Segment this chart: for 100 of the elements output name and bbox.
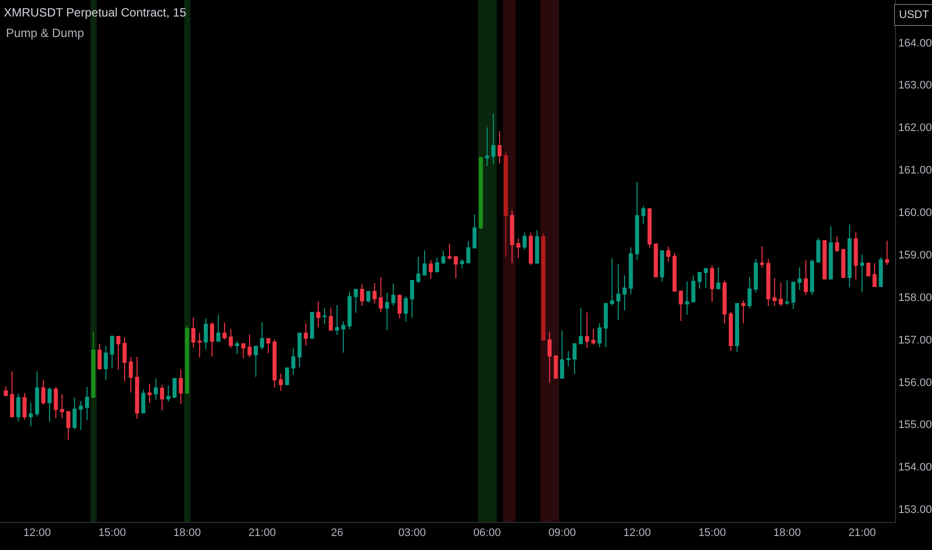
candlestick [628,246,633,295]
candlestick [666,246,670,262]
x-tick-label: 15:00 [698,527,726,540]
candlestick [410,280,414,318]
candlestick [104,345,108,380]
text: Pump & Dump [6,26,84,40]
candlestick [191,316,196,348]
candlestick [635,182,640,260]
candlestick [454,256,458,279]
candlestick [72,397,77,430]
x-tick-label: 21:00 [848,527,876,540]
candlestick [60,394,64,419]
candlestick [585,312,590,348]
candlestick [22,392,27,420]
candlestick [710,265,714,303]
candlestick [641,205,646,225]
candlestick [160,384,164,411]
candlestick [341,320,346,354]
candlestick [828,226,833,280]
candlestick [535,230,540,264]
candlestick [716,266,720,290]
candlestick [385,292,390,331]
candlestick [504,152,508,257]
candlestick [428,260,433,280]
candlestick [510,210,514,264]
y-tick-label: 157.00 [898,334,932,346]
candlestick [235,340,240,354]
candlestick [885,240,890,266]
candlestick [622,274,627,312]
candlestick [616,264,620,321]
candlestick [398,294,402,319]
candlestick [91,331,96,399]
candlestick [878,256,883,287]
candlestick [4,386,8,397]
candlestick [816,238,820,264]
candlestick [348,291,352,330]
candlestick [241,343,246,359]
candlestick [685,280,690,316]
y-tick-label: 164.00 [898,37,932,50]
candlestick [466,240,470,264]
candlestick [872,262,877,287]
candlestick [754,258,758,293]
candlestick [35,370,40,417]
candlestick [228,328,233,348]
candlestick [291,348,296,376]
candlestick [610,258,614,306]
candlestick [548,331,552,384]
candlestick [785,280,790,306]
candlestick [198,332,202,358]
candlestick [448,243,452,260]
x-tick-label: 12:00 [623,527,651,540]
candlestick [704,268,708,289]
candlestick [572,343,577,374]
x-tick-label: 09:00 [548,527,576,540]
candlestick [748,276,752,309]
candlestick [416,256,420,284]
candlestick [735,302,740,353]
y-tick-label: 155.00 [898,419,932,432]
candlestick [285,367,290,386]
x-tick-label: 06:00 [473,527,501,540]
candlestick [728,311,733,352]
candlestick [798,266,802,290]
candlestick [178,369,183,405]
candlestick [148,383,152,404]
candlestick [128,356,133,394]
candlestick [222,322,227,340]
candlestick [854,232,858,280]
y-tick-label: 163.00 [898,80,932,92]
candlestick [860,254,864,293]
candlestick [485,126,490,166]
candlestick [135,356,140,420]
candlestick [660,250,664,282]
candlestick [172,378,177,398]
candlestick [460,258,464,269]
candlestick [691,274,696,303]
candlestick [778,282,783,306]
candlestick [378,276,383,313]
candlestick [441,250,446,264]
candlestick [848,224,852,288]
y-tick-label: 160.00 [898,207,932,220]
candlestick [354,288,358,314]
x-tick-label: 18:00 [173,527,201,540]
candlestick [422,250,427,276]
text: XMRUSDT Perpetual Contract, 15 [4,6,187,20]
candlestick [298,332,302,368]
candlestick [54,386,58,419]
candlestick [216,314,220,342]
y-axis-title: USDT [899,9,930,21]
candlestick [472,214,477,248]
candlestick [810,259,814,296]
candlestick [185,325,190,394]
y-tick-label: 159.00 [898,249,932,262]
x-tick-label: 21:00 [248,527,276,540]
candlestick [604,302,608,348]
candlestick [654,244,658,278]
candlestick [766,258,770,306]
candlestick [272,339,277,388]
candlestick [672,252,677,292]
candlestick [335,304,340,336]
candlestick [554,356,558,379]
